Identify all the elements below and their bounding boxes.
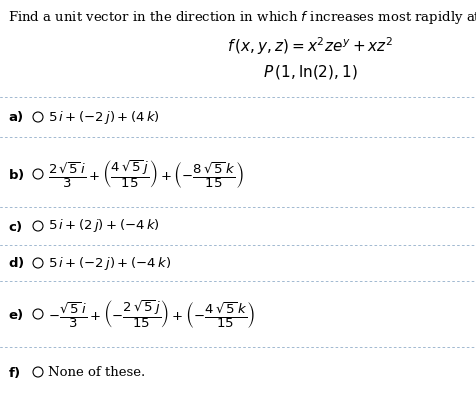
Text: Find a unit vector in the direction in which $f$ increases most rapidly at $P$.: Find a unit vector in the direction in w… — [8, 9, 476, 26]
Text: $P\,(1, \ln(2), 1)$: $P\,(1, \ln(2), 1)$ — [262, 63, 357, 81]
Text: None of these.: None of these. — [48, 365, 145, 379]
Text: $\mathbf{e)}$: $\mathbf{e)}$ — [8, 306, 24, 322]
Text: $\mathbf{a)}$: $\mathbf{a)}$ — [8, 109, 24, 125]
Text: $5\,i + (-2\,j) + (4\,k)$: $5\,i + (-2\,j) + (4\,k)$ — [48, 109, 159, 125]
Text: $5\,i + (-2\,j) + (-4\,k)$: $5\,i + (-2\,j) + (-4\,k)$ — [48, 254, 171, 271]
Text: $5\,i + (2\,j) + (-4\,k)$: $5\,i + (2\,j) + (-4\,k)$ — [48, 217, 159, 234]
Text: $\dfrac{2\,\sqrt{5}\,i}{3} + \left(\dfrac{4\,\sqrt{5}\,j}{15}\right) + \left(-\d: $\dfrac{2\,\sqrt{5}\,i}{3} + \left(\dfra… — [48, 158, 243, 190]
Text: $\mathbf{b)}$: $\mathbf{b)}$ — [8, 166, 24, 182]
Text: $\mathbf{f)}$: $\mathbf{f)}$ — [8, 365, 21, 379]
Text: $-\dfrac{\sqrt{5}\,i}{3} + \left(-\dfrac{2\,\sqrt{5}\,j}{15}\right) + \left(-\df: $-\dfrac{\sqrt{5}\,i}{3} + \left(-\dfrac… — [48, 298, 255, 330]
Text: $f\,(x, y, z) = x^2ze^{y} + xz^2$: $f\,(x, y, z) = x^2ze^{y} + xz^2$ — [227, 35, 392, 57]
Text: $\mathbf{d)}$: $\mathbf{d)}$ — [8, 256, 24, 271]
Text: $\mathbf{c)}$: $\mathbf{c)}$ — [8, 219, 23, 234]
